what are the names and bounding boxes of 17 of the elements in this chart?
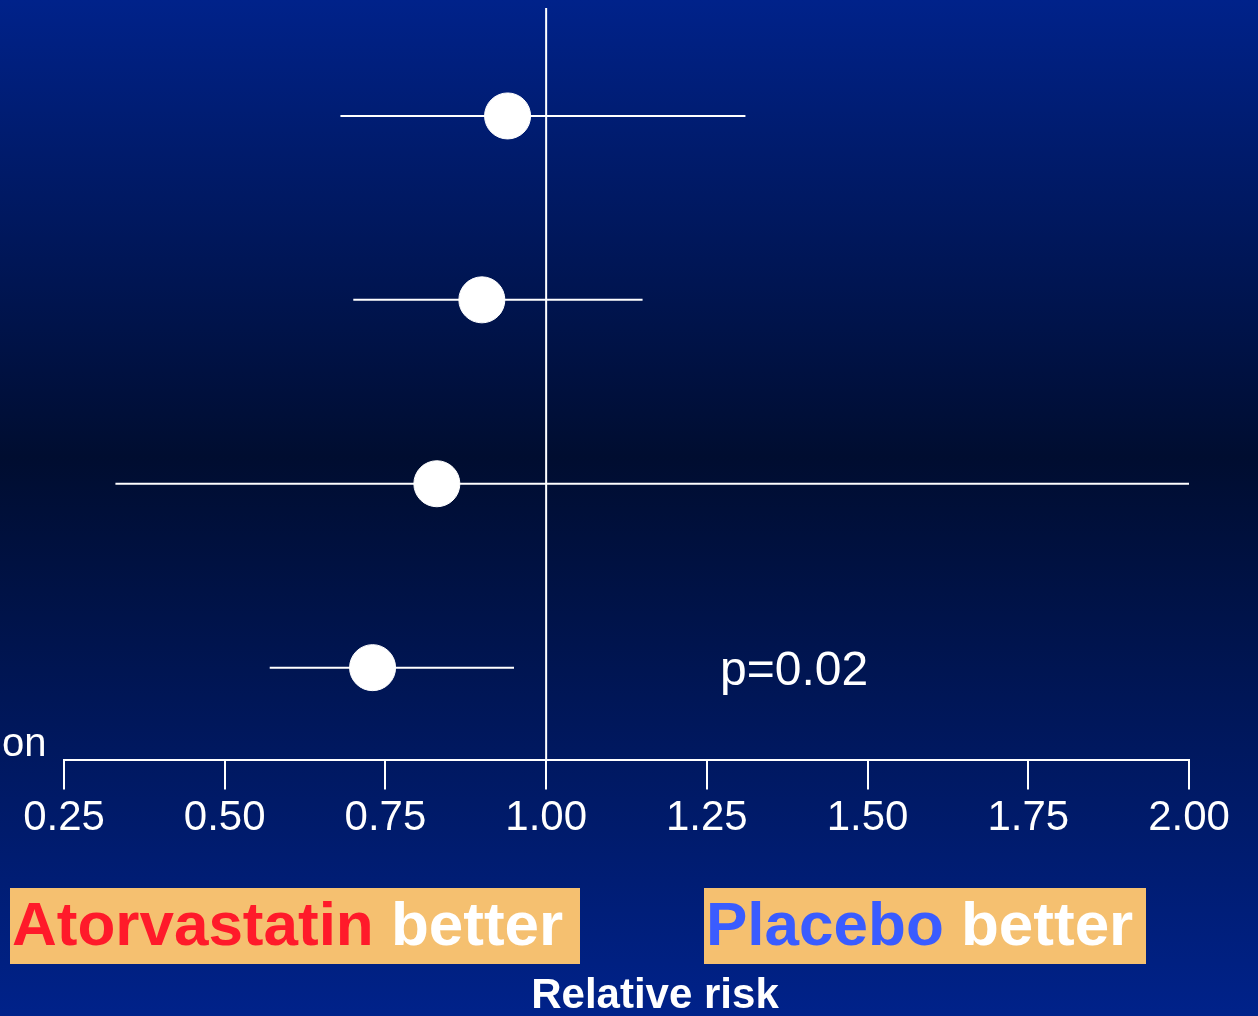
point (484, 92, 532, 140)
x-tick-label: 1.00 (505, 792, 588, 840)
x-tick-label: 1.75 (987, 792, 1070, 840)
point (349, 644, 397, 692)
annotation: p=0.02 (720, 642, 869, 696)
x-tick-label: 0.25 (23, 792, 105, 840)
x-tick-label: 1.50 (826, 792, 909, 840)
text: Placebo better (706, 889, 1134, 959)
text: on (2, 720, 47, 765)
x-tick-label: 0.75 (344, 792, 427, 840)
point (413, 460, 461, 508)
x-tick-label: 1.25 (665, 792, 748, 840)
text: Atorvastatin better (12, 889, 564, 959)
x-tick-label: 0.50 (183, 792, 266, 840)
point (458, 276, 506, 324)
x-tick-label: 2.00 (1148, 792, 1230, 840)
x-axis-title: Relative risk (531, 969, 780, 1016)
